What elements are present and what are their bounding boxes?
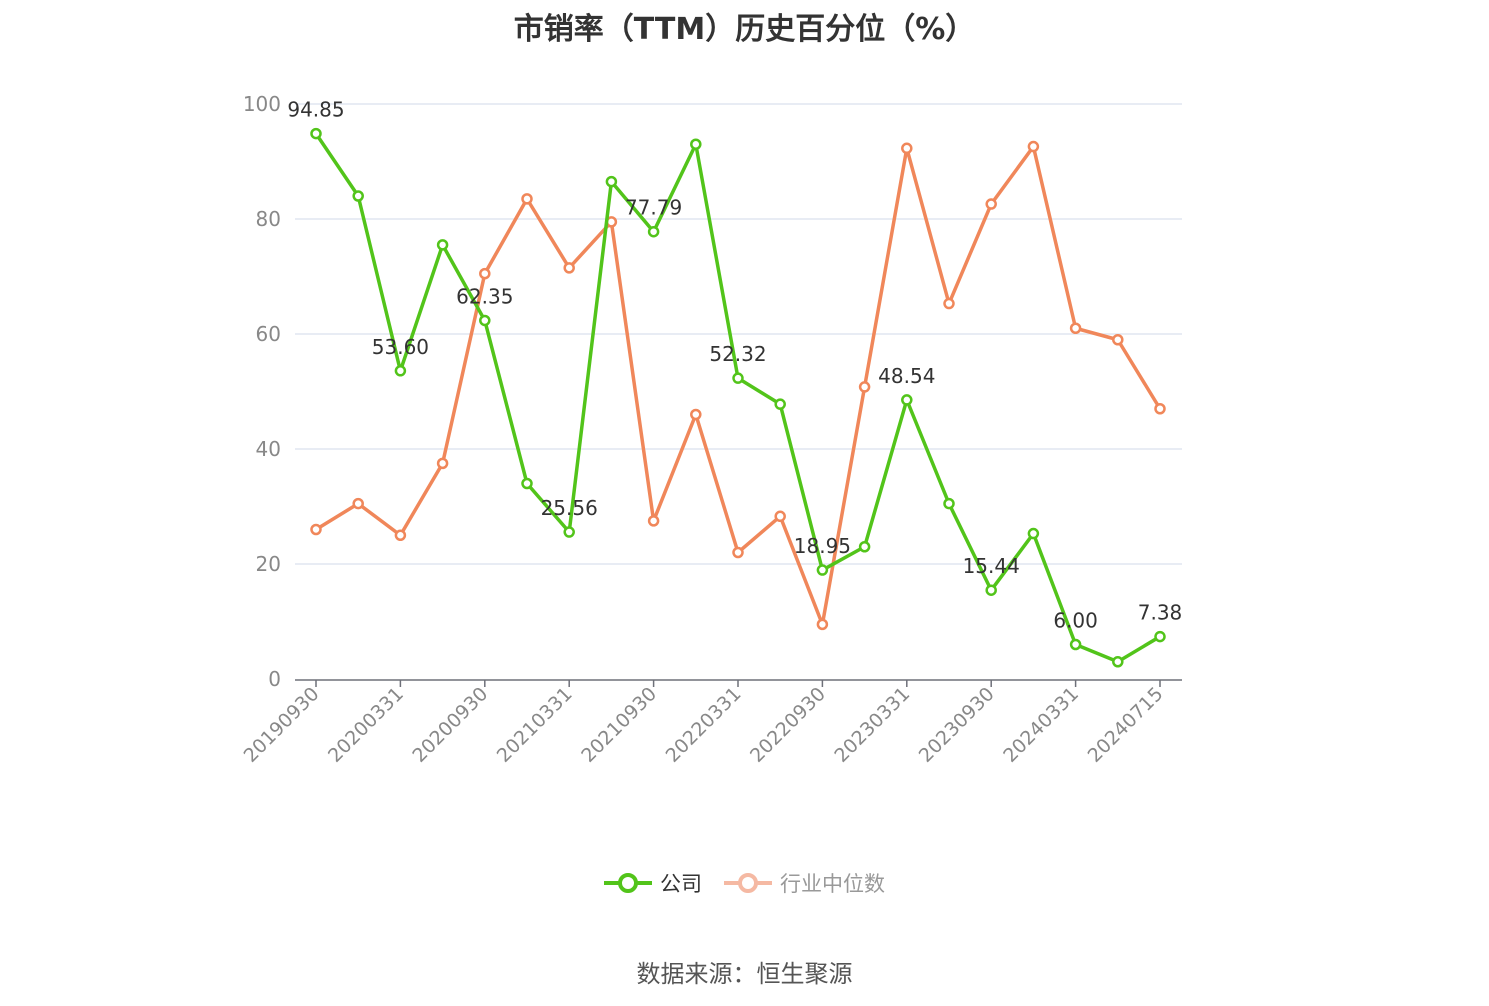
y-tick-label: 60	[256, 322, 281, 346]
x-tick-label: 20230331	[830, 683, 914, 767]
data-point	[310, 523, 322, 536]
data-label: 62.35	[456, 284, 513, 308]
data-point	[774, 398, 786, 410]
legend-item-company[interactable]: 公司	[604, 868, 702, 898]
data-point	[1154, 630, 1166, 643]
data-label: 52.32	[709, 342, 766, 366]
y-tick-label: 100	[243, 92, 281, 116]
x-tick-label: 20220930	[746, 683, 830, 767]
x-tick-label: 20190930	[240, 683, 324, 767]
x-tick-label: 20230930	[915, 683, 999, 767]
x-tick-label: 20210331	[493, 683, 577, 767]
data-point	[563, 262, 575, 274]
data-point	[394, 529, 407, 541]
data-point	[436, 457, 449, 470]
data-point	[647, 515, 660, 527]
x-tick-label: 20240715	[1084, 683, 1168, 767]
series-line	[314, 132, 1161, 664]
data-label: 6.00	[1053, 609, 1098, 633]
data-point	[732, 546, 744, 559]
x-axis: 20190930 20200331 20200930 20210331 20210930…	[240, 679, 1182, 767]
data-point	[943, 297, 955, 310]
y-tick-label: 40	[256, 437, 281, 461]
data-point	[521, 193, 533, 205]
x-tick-label: 20200331	[324, 683, 408, 767]
data-point	[690, 138, 702, 150]
data-point	[479, 314, 491, 327]
data-point	[901, 394, 913, 406]
y-tick-label: 20	[256, 552, 281, 576]
data-point	[647, 225, 660, 238]
y-tick-label: 80	[256, 207, 281, 231]
data-point	[901, 142, 913, 155]
data-point	[816, 618, 829, 631]
x-tick-label: 20210930	[577, 683, 661, 767]
gridlines	[295, 103, 1182, 565]
y-axis: 0 20 40 60 80 100	[243, 92, 281, 691]
data-point	[310, 127, 322, 140]
data-point	[1027, 140, 1040, 153]
legend-line-circle-icon	[724, 873, 772, 893]
data-point	[1069, 638, 1082, 651]
data-point	[1112, 656, 1124, 668]
data-point	[521, 477, 533, 490]
data-point	[1154, 403, 1166, 415]
data-label: 53.60	[372, 335, 429, 359]
legend: 公司 行业中位数	[0, 868, 1489, 898]
x-tick-label: 20200930	[408, 683, 492, 767]
y-tick-label: 0	[268, 667, 281, 691]
source-note: 数据来源：恒生聚源	[636, 960, 853, 988]
data-point	[352, 497, 364, 510]
data-point	[985, 584, 997, 596]
data-point	[352, 190, 364, 202]
data-point	[816, 564, 829, 576]
data-label: 15.44	[963, 554, 1020, 578]
data-point	[690, 408, 702, 421]
series-layer	[310, 127, 1166, 668]
legend-label-industry-median: 行业中位数	[780, 872, 885, 896]
data-point	[732, 372, 744, 384]
data-labels: 94.85 53.60 62.35 25.56 77.79 52.32 18.95 48.54…	[287, 98, 1182, 633]
x-tick-label: 20240331	[999, 683, 1083, 767]
data-label: 7.38	[1138, 601, 1183, 625]
data-label: 18.95	[794, 534, 851, 558]
data-label: 94.85	[287, 98, 344, 122]
data-label: 77.79	[625, 196, 682, 220]
legend-line-circle-icon	[604, 873, 652, 893]
data-point	[985, 198, 997, 210]
data-point	[1027, 527, 1040, 540]
data-point	[858, 541, 871, 553]
data-point	[1112, 334, 1124, 346]
legend-item-industry-median[interactable]: 行业中位数	[724, 868, 885, 898]
legend-label-company: 公司	[660, 872, 702, 896]
data-point	[605, 175, 618, 188]
data-label: 48.54	[878, 364, 935, 388]
data-point	[858, 381, 871, 393]
data-point	[436, 239, 449, 251]
data-point	[479, 267, 491, 280]
data-point	[563, 526, 575, 538]
data-label: 25.56	[541, 496, 598, 520]
data-point	[774, 510, 786, 523]
data-point	[394, 365, 407, 377]
data-point	[1069, 322, 1082, 334]
x-tick-label: 20220331	[662, 683, 746, 767]
data-point	[943, 497, 955, 510]
chart-title: 市销率（TTM）历史百分位（%）	[513, 12, 976, 47]
